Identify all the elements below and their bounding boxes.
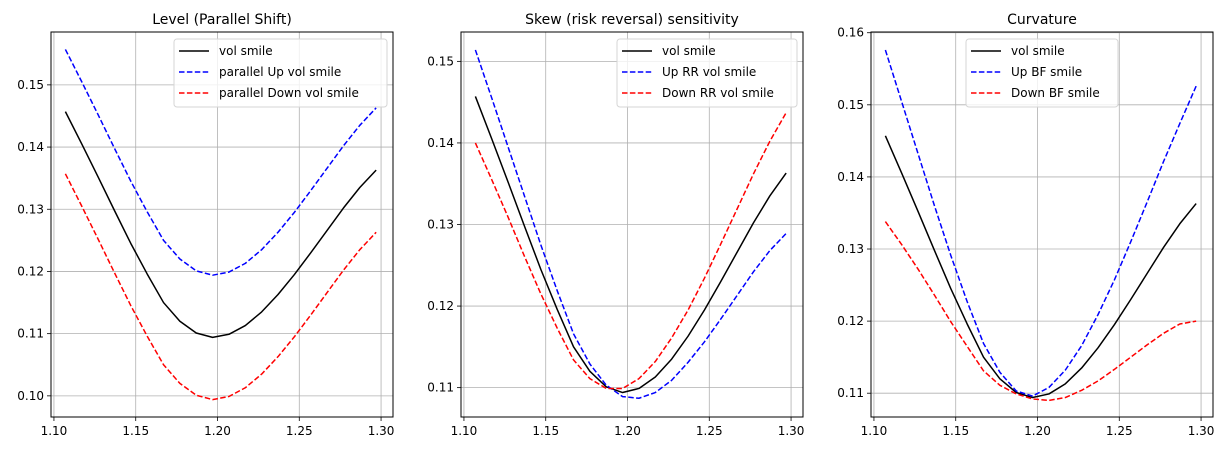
x-tick-label: 1.30: [778, 424, 805, 438]
y-tick-label: 0.15: [837, 98, 864, 112]
x-tick-label: 1.20: [204, 424, 231, 438]
legend-label: vol smile: [219, 44, 273, 58]
axes-frame: [460, 31, 804, 418]
legend-label: Up BF smile: [1011, 65, 1082, 79]
axes-frame: [870, 31, 1214, 418]
y-tick-label: 0.16: [837, 26, 864, 40]
series-group: [884, 49, 1197, 402]
y-tick-label: 0.12: [17, 264, 44, 278]
x-tick-label: 1.10: [41, 424, 68, 438]
y-tick-label: 0.10: [17, 389, 44, 403]
series-line-vol-smile: [474, 96, 787, 394]
y-tick-label: 0.12: [837, 314, 864, 328]
series-line-up-rr-vol-smile: [474, 49, 787, 399]
series-line-vol-smile: [884, 135, 1197, 399]
x-tick-label: 1.20: [614, 424, 641, 438]
chart-title: Level (Parallel Shift): [152, 12, 292, 28]
legend-label: Up RR vol smile: [662, 65, 756, 79]
legend-label: parallel Down vol smile: [219, 86, 359, 100]
x-tick-label: 1.15: [532, 424, 559, 438]
chart-panel-2: Skew (risk reversal) sensitivity 1.10 1.15…: [427, 12, 804, 438]
chart-panel-1: Level (Parallel Shift) 1.10 1.15 1.20 1.25 1.…: [17, 12, 394, 438]
y-tick-label: 0.11: [427, 381, 454, 395]
legend: vol smile Up RR vol smile Down RR vol smil…: [616, 38, 798, 108]
x-tick-label: 1.10: [861, 424, 888, 438]
y-tick-label: 0.13: [837, 242, 864, 256]
axes-frame: [50, 31, 394, 418]
y-tick-label: 0.14: [17, 140, 44, 154]
x-tick-label: 1.30: [368, 424, 395, 438]
legend-label: parallel Up vol smile: [219, 65, 341, 79]
y-tick-label: 0.11: [17, 327, 44, 341]
series-group: [64, 49, 377, 401]
x-tick-label: 1.25: [1106, 424, 1133, 438]
x-tick-label: 1.30: [1188, 424, 1215, 438]
legend-label: vol smile: [662, 44, 716, 58]
series-line-down-rr-vol-smile: [474, 112, 787, 390]
series-line-down-bf-smile: [884, 221, 1197, 402]
y-tick-label: 0.15: [17, 78, 44, 92]
x-tick-label: 1.20: [1024, 424, 1051, 438]
legend-label: Down RR vol smile: [662, 86, 774, 100]
legend-label: Down BF smile: [1011, 86, 1100, 100]
x-tick-label: 1.25: [696, 424, 723, 438]
series-line-parallel-down-vol-smile: [64, 173, 377, 401]
y-tick-label: 0.11: [837, 386, 864, 400]
legend: vol smile Up BF smile Down BF smile: [965, 38, 1119, 108]
legend-box: [173, 38, 388, 108]
y-tick-label: 0.13: [427, 218, 454, 232]
y-tick-label: 0.12: [427, 299, 454, 313]
legend-box: [965, 38, 1119, 108]
chart-title: Skew (risk reversal) sensitivity: [525, 12, 739, 28]
y-tick-label: 0.15: [427, 54, 454, 68]
legend-label: vol smile: [1011, 44, 1065, 58]
x-tick-label: 1.25: [286, 424, 313, 438]
legend: vol smile parallel Up vol smile parallel D…: [173, 38, 388, 108]
y-tick-label: 0.14: [837, 170, 864, 184]
x-tick-label: 1.10: [451, 424, 478, 438]
chart-panel-3: Curvature 1.10 1.15 1.20 1.25 1.30 0.11 0.12 0.1…: [837, 12, 1214, 438]
x-tick-label: 1.15: [122, 424, 149, 438]
series-line-vol-smile: [64, 111, 377, 339]
series-group: [474, 49, 787, 399]
chart-title: Curvature: [1007, 12, 1077, 28]
legend-box: [616, 38, 798, 108]
series-line-parallel-up-vol-smile: [64, 49, 377, 276]
y-tick-label: 0.13: [17, 202, 44, 216]
x-tick-label: 1.15: [942, 424, 969, 438]
y-tick-label: 0.14: [427, 136, 454, 150]
